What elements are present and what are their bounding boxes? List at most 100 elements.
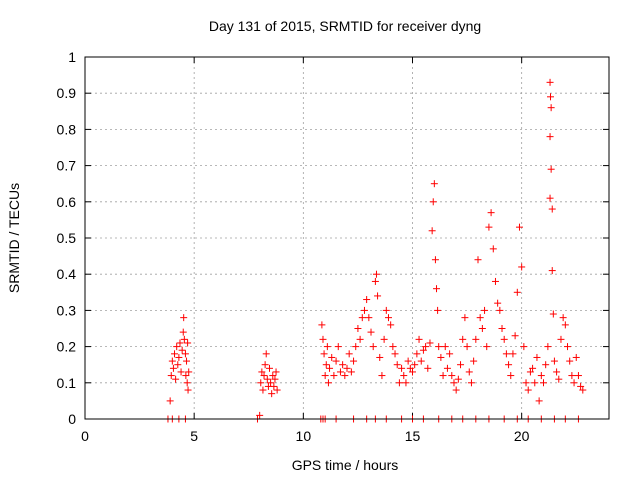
data-point <box>343 364 351 372</box>
y-tick-label: 0.2 <box>57 339 77 355</box>
data-point <box>540 379 547 387</box>
data-point <box>169 364 177 372</box>
data-point <box>365 314 373 322</box>
data-point <box>175 353 183 361</box>
data-point <box>472 335 480 343</box>
data-point <box>260 372 268 380</box>
data-point <box>181 350 189 358</box>
data-point <box>376 353 384 361</box>
data-point <box>431 256 439 264</box>
data-point <box>356 335 364 343</box>
data-point <box>537 372 545 380</box>
data-point <box>435 343 443 351</box>
data-point <box>548 267 556 275</box>
data-point <box>559 314 567 322</box>
data-point <box>564 343 572 351</box>
data-point <box>318 321 326 329</box>
data-point <box>350 357 358 365</box>
data-point <box>561 321 569 329</box>
data-point <box>185 368 193 376</box>
data-point <box>369 343 377 351</box>
data-point <box>446 350 454 358</box>
data-point <box>328 353 336 361</box>
x-tick-label: 5 <box>190 428 198 444</box>
data-point <box>363 296 371 304</box>
data-point <box>256 411 264 419</box>
data-point <box>323 343 331 351</box>
data-point <box>522 379 530 387</box>
y-tick-label: 0.4 <box>57 266 77 282</box>
data-point <box>546 78 554 86</box>
data-point <box>535 397 543 405</box>
data-point <box>518 263 526 271</box>
data-point <box>262 350 270 358</box>
data-point <box>334 343 342 351</box>
data-point <box>550 357 558 365</box>
data-point <box>566 357 574 365</box>
data-point <box>176 339 184 347</box>
data-point <box>483 343 491 351</box>
data-point <box>520 343 528 351</box>
data-point <box>171 350 179 358</box>
data-point <box>174 361 182 369</box>
y-tick-label: 0.5 <box>57 230 77 246</box>
data-point <box>424 364 432 372</box>
data-point <box>411 361 419 369</box>
data-point <box>507 372 515 380</box>
data-point <box>374 292 382 300</box>
data-point <box>546 93 554 101</box>
data-point <box>393 361 401 369</box>
y-tick-label: 0.7 <box>57 158 77 174</box>
data-point <box>465 368 473 376</box>
data-point <box>400 372 408 380</box>
data-point <box>459 335 467 343</box>
data-point <box>319 335 327 343</box>
data-point <box>491 277 499 285</box>
data-point <box>496 306 504 314</box>
data-point <box>574 372 582 380</box>
data-point <box>463 343 471 351</box>
data-point <box>384 314 392 322</box>
data-point <box>577 382 585 390</box>
data-point <box>413 350 421 358</box>
data-point <box>494 299 502 307</box>
y-tick-label: 0.9 <box>57 85 77 101</box>
data-point <box>450 379 458 387</box>
data-point <box>476 314 484 322</box>
data-point <box>437 353 445 361</box>
data-point <box>268 390 276 398</box>
data-point <box>524 386 532 394</box>
data-point <box>498 325 506 332</box>
data-point <box>441 343 449 351</box>
data-point <box>259 386 267 394</box>
data-point <box>428 227 436 235</box>
data-point <box>372 270 380 278</box>
data-point <box>547 104 555 112</box>
data-point <box>168 357 176 365</box>
data-point <box>166 397 174 405</box>
data-point <box>398 364 406 372</box>
data-point <box>433 285 441 293</box>
data-point <box>542 361 550 369</box>
data-point <box>448 372 456 380</box>
data-point <box>257 379 265 387</box>
data-point <box>389 343 397 351</box>
data-point <box>367 328 375 336</box>
x-tick-labels: 0 5 10 15 20 <box>81 428 530 444</box>
data-point <box>474 256 482 264</box>
data-point <box>182 372 190 380</box>
data-point <box>184 339 192 347</box>
data-point <box>467 379 475 387</box>
data-point <box>548 205 556 213</box>
plot-frame <box>84 56 610 420</box>
x-tick-label: 20 <box>514 428 530 444</box>
data-point <box>177 368 185 376</box>
data-point <box>513 288 521 296</box>
data-point <box>321 372 329 380</box>
y-tick-label: 0.6 <box>57 194 77 210</box>
data-point <box>568 372 576 380</box>
y-tick-label: 0.8 <box>57 121 77 137</box>
data-point <box>332 357 340 365</box>
data-point <box>345 350 353 358</box>
